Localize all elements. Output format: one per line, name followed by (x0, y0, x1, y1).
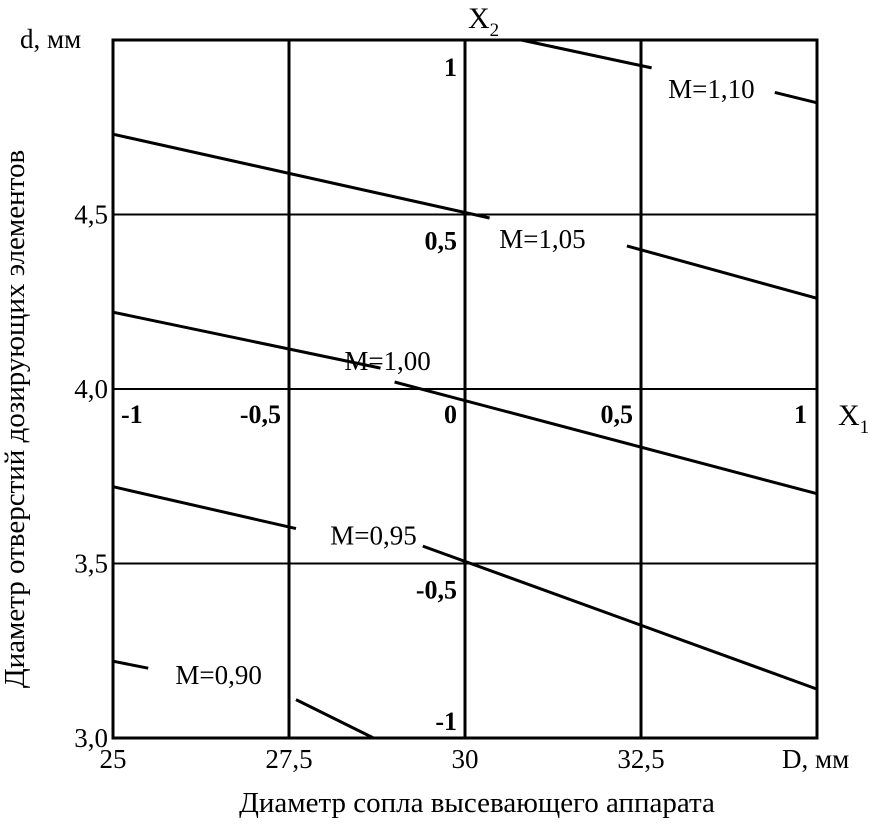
series-label: M=0,95 (330, 521, 416, 551)
series-label: M=1,00 (344, 346, 430, 376)
series-line (774, 90, 818, 105)
y-tick-labels: 3,0 3,5 4,0 4,5 (74, 200, 108, 754)
series-label: M=1,05 (499, 224, 585, 254)
series-label: M=0,90 (175, 660, 261, 690)
y-tick-label: 3,5 (74, 549, 108, 579)
x2-tick-label: -1 (435, 707, 457, 736)
y-axis-title: Диаметр отверстий дозирующих элементов (0, 150, 31, 688)
series-line (112, 132, 490, 220)
x1-tick-label: 1 (794, 400, 807, 429)
x1-axis-name: X1 (838, 399, 869, 438)
x1-tick-label: 0 (444, 400, 457, 429)
x-tick-label: 25 (100, 744, 127, 774)
y-tick-label: 4,5 (74, 200, 108, 230)
x2-coded-tick-labels: 1 0,5 -0,5 -1 (416, 53, 457, 736)
series-line (422, 544, 818, 691)
series-group: M=0,90 (112, 659, 375, 740)
x1-tick-label: -0,5 (240, 400, 281, 429)
series-group: M=1,10 (520, 38, 818, 105)
x1-coded-tick-labels: -1 -0,5 0 0,5 1 (121, 400, 807, 429)
x1-tick-label: -1 (121, 400, 143, 429)
x-tick-labels: 25 27,5 30 32,5 (100, 744, 665, 774)
x2-tick-label: 0,5 (425, 227, 458, 256)
series-group: M=0,95 (112, 485, 818, 691)
x2-axis-name: X2 (468, 2, 499, 41)
series-line (626, 244, 818, 300)
x-axis-title: Диаметр сопла высевающего аппарата (239, 787, 715, 819)
y-tick-label: 4,0 (74, 374, 108, 404)
x1-axis-subscript: 1 (860, 417, 870, 438)
x2-axis-subscript: 2 (490, 20, 500, 41)
x-tick-label: 27,5 (265, 744, 312, 774)
x1-tick-label: 0,5 (601, 400, 634, 429)
series-label: M=1,10 (668, 74, 754, 104)
series-line (112, 310, 381, 370)
series-line (112, 485, 297, 531)
x2-axis-letter: X (468, 2, 490, 35)
series-line (112, 659, 149, 670)
x-tick-label: 30 (452, 744, 479, 774)
x-tick-label: 32,5 (617, 744, 664, 774)
series-line (520, 38, 652, 70)
x2-tick-label: -0,5 (416, 576, 457, 605)
y-tick-label: 3,0 (74, 723, 108, 753)
series-layer: M=1,10 M=1,05 M=1,00 M=0,95 M=0,90 (112, 38, 818, 740)
series-line (394, 380, 818, 496)
grid (113, 40, 817, 738)
series-group: M=1,05 (112, 132, 818, 300)
plot-frame (111, 38, 819, 740)
series-group: M=1,00 (112, 310, 818, 496)
series-line (295, 698, 375, 740)
x1-axis-letter: X (838, 399, 860, 432)
y-axis-unit-label: d, мм (20, 24, 81, 54)
x2-tick-label: 1 (444, 53, 457, 82)
x-axis-unit-label: D, мм (782, 744, 849, 774)
